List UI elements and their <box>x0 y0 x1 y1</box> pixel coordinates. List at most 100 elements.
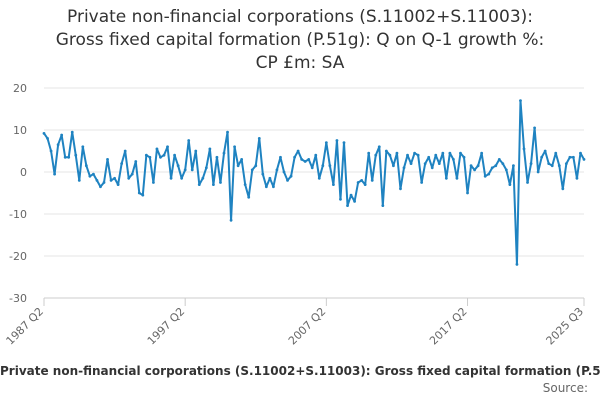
data-point[interactable] <box>155 147 159 151</box>
data-point[interactable] <box>127 176 131 180</box>
data-point[interactable] <box>300 158 304 161</box>
data-point[interactable] <box>289 174 293 178</box>
data-point[interactable] <box>254 164 258 168</box>
data-point[interactable] <box>49 149 53 153</box>
data-point[interactable] <box>399 187 402 191</box>
data-point[interactable] <box>250 168 254 172</box>
data-point[interactable] <box>328 164 332 168</box>
data-point[interactable] <box>176 164 180 168</box>
data-point[interactable] <box>374 153 378 157</box>
data-point[interactable] <box>208 147 212 151</box>
data-point[interactable] <box>275 168 279 172</box>
data-point[interactable] <box>444 176 448 180</box>
data-point[interactable] <box>554 151 558 155</box>
data-point[interactable] <box>282 170 286 174</box>
data-point[interactable] <box>194 149 198 153</box>
data-point[interactable] <box>268 176 272 180</box>
data-point[interactable] <box>409 162 413 166</box>
data-point[interactable] <box>490 166 494 170</box>
data-point[interactable] <box>321 164 325 168</box>
data-point[interactable] <box>367 151 371 155</box>
data-point[interactable] <box>113 176 116 180</box>
data-point[interactable] <box>547 162 551 166</box>
data-point[interactable] <box>452 158 455 161</box>
data-point[interactable] <box>243 183 247 187</box>
data-point[interactable] <box>81 145 85 149</box>
data-point[interactable] <box>183 168 187 172</box>
data-point[interactable] <box>557 164 561 168</box>
data-point[interactable] <box>519 99 522 102</box>
data-point[interactable] <box>550 164 554 168</box>
data-point[interactable] <box>501 162 505 166</box>
data-point[interactable] <box>307 158 311 161</box>
data-point[interactable] <box>240 158 244 161</box>
data-point[interactable] <box>88 174 92 178</box>
data-point[interactable] <box>109 179 113 182</box>
data-point[interactable] <box>77 179 81 182</box>
data-point[interactable] <box>152 181 155 184</box>
data-point[interactable] <box>455 176 459 180</box>
data-point[interactable] <box>212 183 215 187</box>
legend-item[interactable]: Private non-financial corporations (S.11… <box>0 364 600 378</box>
data-point[interactable] <box>169 176 173 180</box>
data-point[interactable] <box>173 153 176 157</box>
data-point[interactable] <box>317 176 321 180</box>
data-point[interactable] <box>130 172 134 176</box>
data-point[interactable] <box>70 130 74 134</box>
data-point[interactable] <box>448 151 452 155</box>
data-point[interactable] <box>579 151 582 155</box>
data-point[interactable] <box>264 185 268 189</box>
data-point[interactable] <box>342 141 346 145</box>
data-point[interactable] <box>363 183 367 187</box>
data-point[interactable] <box>494 164 498 168</box>
data-point[interactable] <box>324 141 328 145</box>
data-point[interactable] <box>353 200 356 203</box>
data-point[interactable] <box>332 183 335 187</box>
data-point[interactable] <box>99 185 102 189</box>
data-point[interactable] <box>190 168 194 172</box>
data-point[interactable] <box>540 155 544 159</box>
data-point[interactable] <box>497 158 501 161</box>
data-point[interactable] <box>222 151 226 155</box>
data-point[interactable] <box>144 153 148 157</box>
data-point[interactable] <box>462 155 466 159</box>
data-point[interactable] <box>293 155 296 159</box>
data-point[interactable] <box>106 158 109 161</box>
data-point[interactable] <box>272 185 275 189</box>
data-point[interactable] <box>219 181 222 184</box>
data-point[interactable] <box>395 151 399 155</box>
data-point[interactable] <box>466 191 469 195</box>
data-point[interactable] <box>469 164 473 168</box>
data-point[interactable] <box>53 172 56 176</box>
data-point[interactable] <box>236 164 240 168</box>
data-point[interactable] <box>504 168 508 172</box>
data-point[interactable] <box>512 164 515 168</box>
data-point[interactable] <box>564 162 568 166</box>
data-point[interactable] <box>406 153 409 157</box>
data-point[interactable] <box>381 204 385 208</box>
data-point[interactable] <box>349 193 353 197</box>
data-point[interactable] <box>92 172 95 176</box>
data-point[interactable] <box>392 164 395 168</box>
data-point[interactable] <box>116 183 120 187</box>
data-point[interactable] <box>388 153 392 157</box>
data-point[interactable] <box>46 137 49 140</box>
data-point[interactable] <box>533 126 536 130</box>
data-point[interactable] <box>423 162 427 166</box>
data-point[interactable] <box>286 179 289 182</box>
series-line[interactable] <box>43 99 585 266</box>
data-point[interactable] <box>384 149 388 153</box>
data-point[interactable] <box>134 160 138 163</box>
data-point[interactable] <box>296 149 300 153</box>
data-point[interactable] <box>261 172 265 176</box>
data-point[interactable] <box>310 166 314 170</box>
data-point[interactable] <box>120 162 124 166</box>
data-point[interactable] <box>63 155 67 159</box>
data-point[interactable] <box>187 139 191 142</box>
data-point[interactable] <box>575 176 579 180</box>
data-point[interactable] <box>95 179 99 182</box>
data-point[interactable] <box>159 155 162 159</box>
data-point[interactable] <box>413 151 416 155</box>
data-point[interactable] <box>123 149 127 153</box>
data-point[interactable] <box>74 153 78 157</box>
